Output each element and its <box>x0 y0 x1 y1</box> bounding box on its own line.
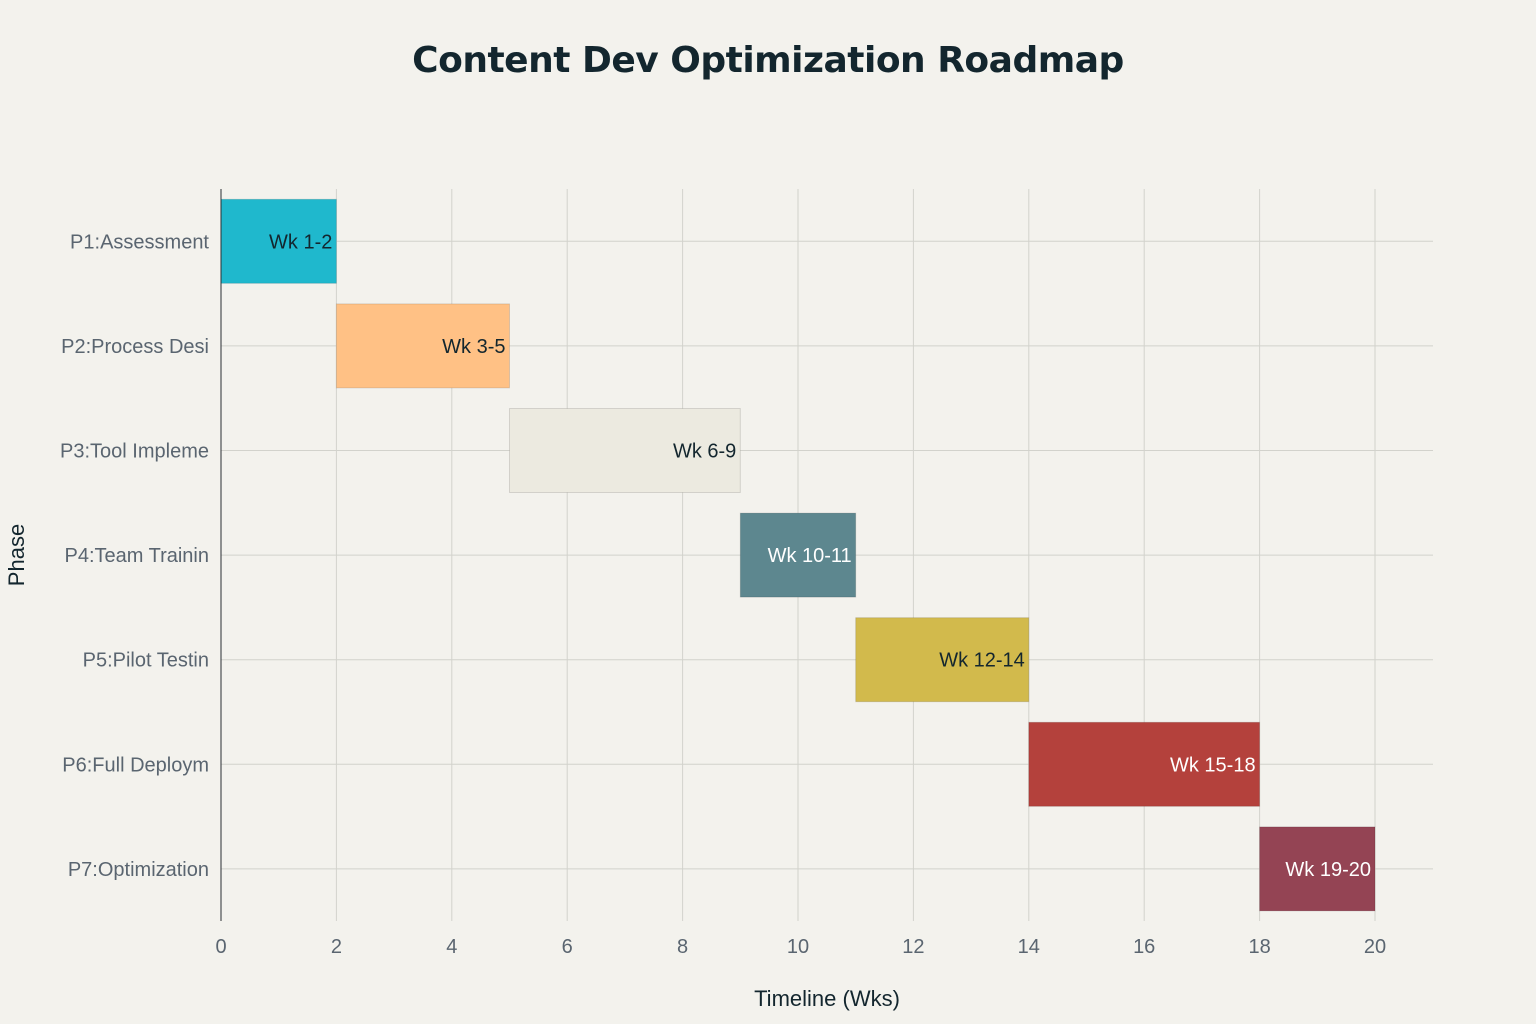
y-category-label: P7:Optimization <box>68 859 209 881</box>
x-tick-label: 20 <box>1364 936 1386 958</box>
y-category-label: P3:Tool Impleme <box>60 441 209 463</box>
bar-data-label: Wk 1-2 <box>269 231 332 253</box>
y-category-label: P6:Full Deploym <box>62 754 209 776</box>
gantt-bar <box>1028 721 1261 807</box>
y-category-label: P2:Process Desi <box>61 336 209 358</box>
chart-title: Content Dev Optimization Roadmap <box>412 40 1124 81</box>
x-tick-label: 0 <box>215 936 226 958</box>
gantt-bar <box>855 617 1030 703</box>
x-tick-label: 18 <box>1248 936 1270 958</box>
bar-data-label: Wk 12-14 <box>939 650 1025 672</box>
x-axis-title: Timeline (Wks) <box>754 986 900 1011</box>
bars-group: Wk 1-2 Wk 3-5 Wk 6-9 Wk 10-11 Wk 12-14 Wk 15-… <box>220 198 1376 912</box>
bar-data-label: Wk 10-11 <box>768 545 852 567</box>
x-tick-label: 8 <box>677 936 688 958</box>
x-tick-label: 10 <box>787 936 809 958</box>
x-tick-label: 6 <box>562 936 573 958</box>
y-category-label: P4:Team Trainin <box>64 545 209 567</box>
y-category-label: P1:Assessment <box>70 231 209 253</box>
gantt-bar <box>1259 826 1376 912</box>
gantt-bar <box>220 198 337 284</box>
gantt-bar <box>509 408 741 493</box>
x-tick-label: 14 <box>1018 936 1040 958</box>
y-axis-title: Phase <box>4 524 29 586</box>
bar-data-label: Wk 19-20 <box>1285 859 1371 881</box>
x-tick-label: 4 <box>446 936 457 958</box>
y-category-labels: P1:Assessment P2:Process Desi P3:Tool Impl… <box>60 231 209 881</box>
y-category-label: P5:Pilot Testin <box>83 650 209 672</box>
gantt-bar <box>335 303 510 389</box>
bar-data-label: Wk 6-9 <box>673 441 736 463</box>
gantt-bar <box>739 512 857 598</box>
bar-data-label: Wk 3-5 <box>442 336 505 358</box>
x-tick-labels: 0 2 4 6 8 10 12 14 16 18 20 <box>215 936 1386 958</box>
x-tick-label: 12 <box>902 936 924 958</box>
x-tick-label: 16 <box>1133 936 1155 958</box>
bar-data-label: Wk 15-18 <box>1170 754 1256 776</box>
x-tick-label: 2 <box>331 936 342 958</box>
